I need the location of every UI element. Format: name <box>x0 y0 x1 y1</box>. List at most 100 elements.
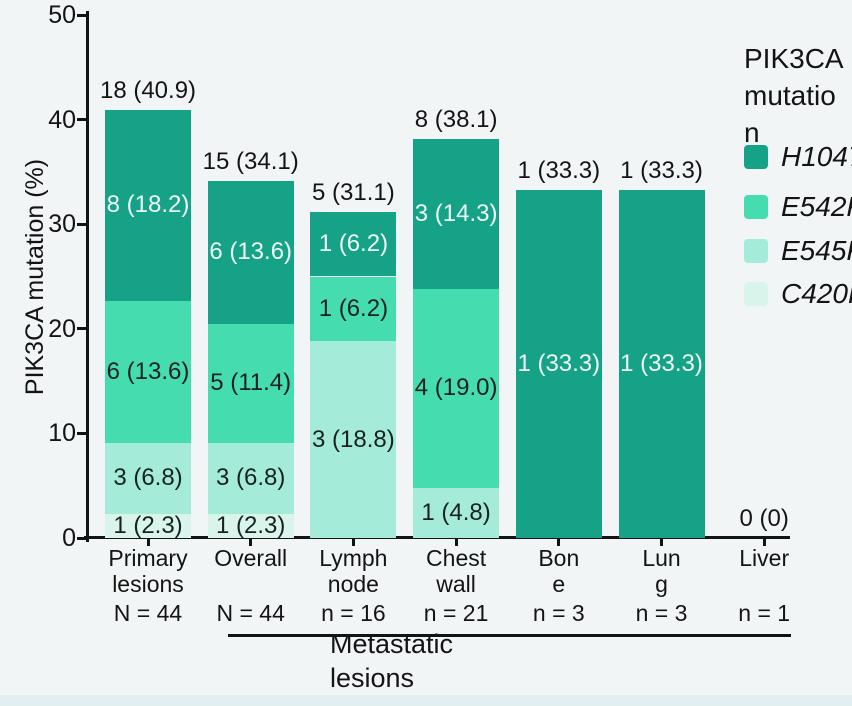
bar-segment-e542k: 1 (6.2) <box>310 276 397 342</box>
category-sublabel: N = 44 <box>113 600 183 626</box>
y-tick-label: 30 <box>48 210 76 239</box>
y-tick-mark <box>77 13 86 17</box>
category-label-line: Liver <box>739 545 790 571</box>
category-label-chest-wall: Chest wall <box>399 545 513 597</box>
y-tick-mark <box>77 327 86 331</box>
x-tick-mark <box>762 539 766 546</box>
legend-item-label: C420R <box>781 278 852 309</box>
category-sublabel: n = 3 <box>532 600 585 626</box>
category-label-bone: Bon e <box>502 545 616 597</box>
category-label-lung: Lun g <box>605 545 719 597</box>
legend: PIK3CA mutatio n H1047R E542K E545K C420… <box>744 40 852 309</box>
category-sublabel: n = 3 <box>635 600 688 626</box>
x-tick-mark <box>249 539 253 546</box>
legend-item-label: E542K <box>781 191 852 222</box>
y-tick-mark <box>77 222 86 226</box>
category-label-line: Bon <box>538 545 580 571</box>
metastatic-group-label: Metastatic lesions <box>330 627 570 695</box>
bar-segment-h1047r: 6 (13.6) <box>207 181 294 324</box>
legend-swatch-e545k <box>744 239 768 263</box>
y-tick-mark <box>77 431 86 435</box>
bar-segment-e542k: 6 (13.6) <box>105 300 191 443</box>
legend-title-line: mutatio <box>744 80 836 111</box>
legend-item-e545k: E545K <box>744 235 852 266</box>
x-tick-mark <box>351 539 355 546</box>
category-label-liver: Liver <box>707 545 821 571</box>
category-label-primary-lesions: Primary lesions <box>91 545 205 597</box>
category-sublabel: n = 16 <box>321 600 386 626</box>
segment-label: 3 (14.3) <box>414 200 498 228</box>
legend-title-line: PIK3CA <box>744 43 844 74</box>
category-label-overall: Overall <box>194 545 308 571</box>
bar-segment-e545k: 1 (4.8) <box>413 487 500 538</box>
bar-segment-e542k: 4 (19.0) <box>413 289 500 488</box>
segment-label: 1 (4.8) <box>421 498 491 526</box>
segment-label: 8 (18.2) <box>106 191 190 219</box>
segment-label: 1 (6.2) <box>318 294 389 322</box>
legend-item-h1047r: H1047R <box>744 141 852 172</box>
x-tick-mark <box>454 539 458 546</box>
legend-swatch-e542k <box>744 195 768 219</box>
segment-label: 3 (6.8) <box>113 464 183 492</box>
legend-swatch-c420r <box>744 282 768 306</box>
category-sublabel: N = 44 <box>216 600 285 626</box>
category-label-line: Lymph <box>319 545 388 571</box>
x-tick-mark <box>146 539 150 546</box>
bar-total-label: 1 (33.3) <box>620 156 703 184</box>
category-label-line: Lun <box>642 545 681 571</box>
category-label-line: Overall <box>214 545 288 571</box>
legend-item-label: E545K <box>781 235 852 266</box>
category-label-line: Chest <box>426 545 487 571</box>
legend-item-label: H1047R <box>781 141 852 172</box>
y-tick-label: 10 <box>48 419 76 448</box>
bar-segment-e545k: 3 (6.8) <box>105 442 191 514</box>
bar-segment-h1047r: 3 (14.3) <box>413 139 500 290</box>
y-tick-label: 0 <box>62 524 76 552</box>
bar-segment-e545k: 3 (18.8) <box>310 341 397 538</box>
bar-total-label: 1 (33.3) <box>517 156 601 184</box>
bar-segment-c420r: 1 (2.3) <box>207 511 294 539</box>
y-tick-label: 50 <box>48 1 76 29</box>
y-tick-mark <box>77 118 86 122</box>
bar-total-label: 8 (38.1) <box>414 106 498 134</box>
segment-label: 1 (6.2) <box>318 230 389 258</box>
segment-label: 1 (2.3) <box>216 511 286 539</box>
legend-title: PIK3CA mutatio n <box>744 40 852 151</box>
x-tick-mark <box>660 539 663 546</box>
metastatic-group-label-line: Metastatic <box>330 629 454 659</box>
legend-swatch-h1047r <box>744 145 768 169</box>
bar-segment-h1047r: 1 (6.2) <box>310 211 397 277</box>
y-axis-line <box>86 11 89 542</box>
category-sublabel: n = 21 <box>423 600 489 626</box>
segment-label: 6 (13.6) <box>106 357 190 385</box>
bar-segment-e545k: 3 (6.8) <box>207 442 294 514</box>
category-label-line: node <box>327 571 379 597</box>
bar-total-label: 0 (0) <box>739 505 789 532</box>
y-tick-label: 20 <box>48 314 76 343</box>
segment-label: 4 (19.0) <box>414 374 498 402</box>
metastatic-group-label-line: lesions <box>330 663 415 693</box>
bottom-strip <box>0 695 852 706</box>
segment-label: 3 (6.8) <box>216 464 286 492</box>
category-label-line: e <box>552 571 566 597</box>
category-sublabel: n = 1 <box>738 600 791 626</box>
bar-segment-e542k: 5 (11.4) <box>207 323 294 443</box>
bar-total-label: 18 (40.9) <box>99 77 197 105</box>
y-tick-mark <box>77 536 86 540</box>
segment-label: 3 (18.8) <box>312 425 395 453</box>
bar-segment-h1047r: 1 (33.3) <box>515 189 602 538</box>
bar-segment-c420r: 1 (2.3) <box>105 512 191 539</box>
category-label-line: g <box>655 571 668 597</box>
legend-item-e542k: E542K <box>744 191 852 222</box>
category-label-line: Primary <box>108 545 188 571</box>
segment-label: 6 (13.6) <box>209 238 293 266</box>
metastatic-group-line <box>228 634 791 637</box>
bar-total-label: 5 (31.1) <box>312 178 395 206</box>
segment-label: 1 (33.3) <box>517 349 601 377</box>
segment-label: 5 (11.4) <box>210 369 292 397</box>
bar-segment-h1047r: 1 (33.3) <box>618 189 705 538</box>
segment-label: 1 (33.3) <box>620 349 703 377</box>
category-label-lymph-node: Lymph node <box>296 545 410 597</box>
category-label-line: wall <box>436 571 476 597</box>
bar-total-label: 15 (34.1) <box>202 148 299 176</box>
